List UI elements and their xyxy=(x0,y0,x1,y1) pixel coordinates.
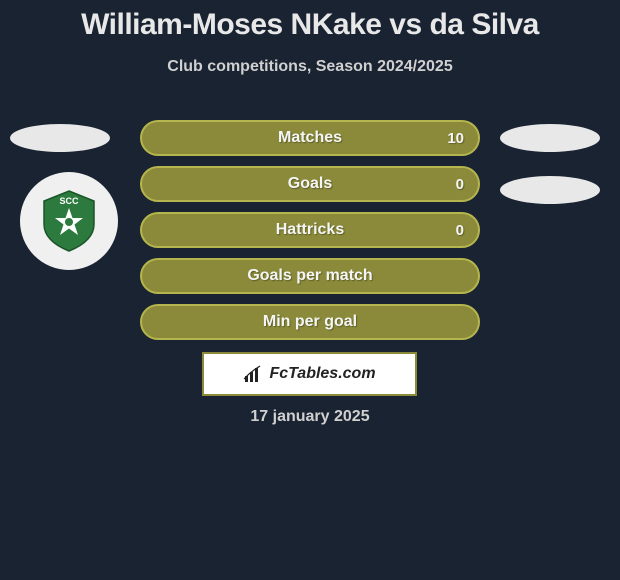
page-title: William-Moses NKake vs da Silva xyxy=(0,0,620,42)
player-right-pill-2 xyxy=(500,176,600,204)
svg-text:SCC: SCC xyxy=(59,196,79,206)
brand-label: FcTables.com xyxy=(269,365,375,383)
stat-value-right: 10 xyxy=(447,130,464,147)
player-right-pill-1 xyxy=(500,124,600,152)
club-badge: SCC xyxy=(20,172,118,270)
stat-label: Goals xyxy=(288,175,332,193)
date-text: 17 january 2025 xyxy=(0,408,620,426)
stat-label: Matches xyxy=(278,129,342,147)
stat-label: Min per goal xyxy=(263,313,357,331)
stat-bar-min-per-goal: Min per goal xyxy=(140,304,480,340)
brand-box[interactable]: FcTables.com xyxy=(202,352,417,396)
bar-chart-icon xyxy=(243,364,263,384)
stat-bar-goals-per-match: Goals per match xyxy=(140,258,480,294)
stat-value-right: 0 xyxy=(456,222,464,239)
club-crest-icon: SCC xyxy=(34,186,104,256)
page-subtitle: Club competitions, Season 2024/2025 xyxy=(0,58,620,76)
stat-bars-container: Matches 10 Goals 0 Hattricks 0 Goals per… xyxy=(140,120,480,350)
player-left-pill-1 xyxy=(10,124,110,152)
stat-value-right: 0 xyxy=(456,176,464,193)
stat-bar-matches: Matches 10 xyxy=(140,120,480,156)
stat-label: Goals per match xyxy=(247,267,372,285)
stat-bar-goals: Goals 0 xyxy=(140,166,480,202)
stat-bar-hattricks: Hattricks 0 xyxy=(140,212,480,248)
stat-label: Hattricks xyxy=(276,221,344,239)
